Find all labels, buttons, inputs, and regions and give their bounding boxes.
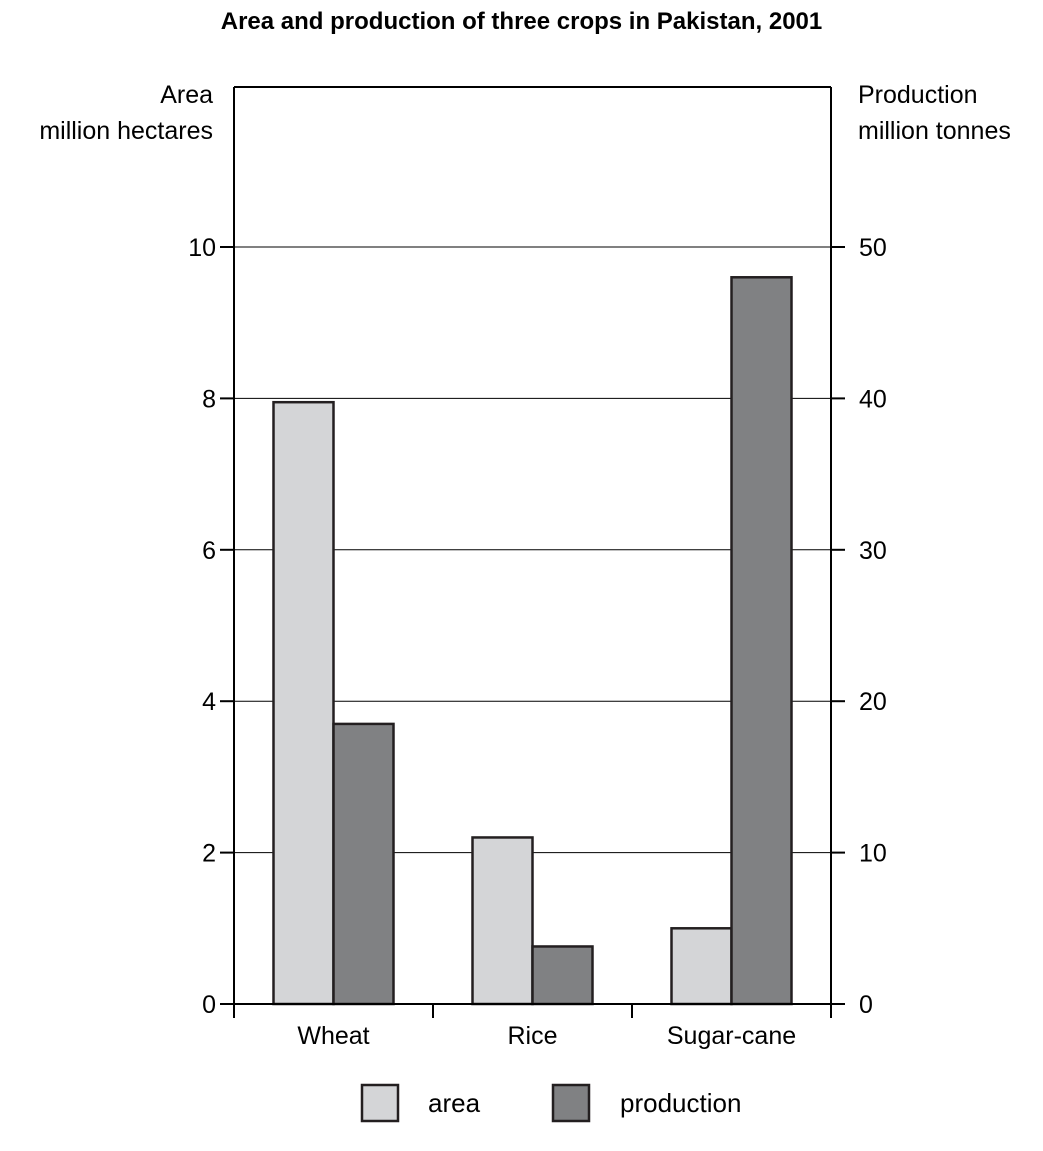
bar-production-rice: [531, 945, 594, 1006]
right-tick-label: 40: [859, 385, 887, 413]
right-tick-label: 20: [859, 688, 887, 716]
category-label: Sugar-cane: [667, 1022, 796, 1050]
legend-label-production: production: [620, 1088, 741, 1118]
right-tick-label: 0: [859, 991, 873, 1019]
left-tick-label: 6: [202, 537, 216, 565]
left-tick-label: 4: [202, 688, 216, 716]
left-tick-label: 2: [202, 840, 216, 868]
axes: Area million hectares Production million…: [39, 81, 1011, 1050]
left-tick-label: 10: [188, 234, 216, 262]
left-tick-label: 8: [202, 385, 216, 413]
right-axis-label-line1: Production: [858, 81, 978, 109]
bar-production-sugar-cane: [730, 276, 793, 1006]
bar-area-rice: [471, 836, 534, 1006]
left-tick-label: 0: [202, 991, 216, 1019]
chart-title: Area and production of three crops in Pa…: [220, 8, 823, 35]
right-tick-label: 30: [859, 537, 887, 565]
right-axis-label-line2: million tonnes: [858, 117, 1011, 145]
left-axis-label-line1: Area: [160, 81, 213, 109]
bar-production-wheat: [332, 722, 395, 1006]
legend-swatch-area: [360, 1083, 400, 1123]
legend-label-area: area: [428, 1088, 481, 1118]
bar-area-sugar-cane: [670, 927, 733, 1006]
right-tick-label: 50: [859, 234, 887, 262]
legend-swatch-production: [551, 1083, 591, 1123]
bars: [272, 276, 793, 1006]
left-axis-label-line2: million hectares: [39, 117, 213, 145]
legend: area production: [360, 1083, 741, 1123]
bar-area-wheat: [272, 400, 335, 1006]
category-label: Rice: [507, 1022, 557, 1050]
right-tick-label: 10: [859, 840, 887, 868]
category-label: Wheat: [297, 1022, 369, 1050]
